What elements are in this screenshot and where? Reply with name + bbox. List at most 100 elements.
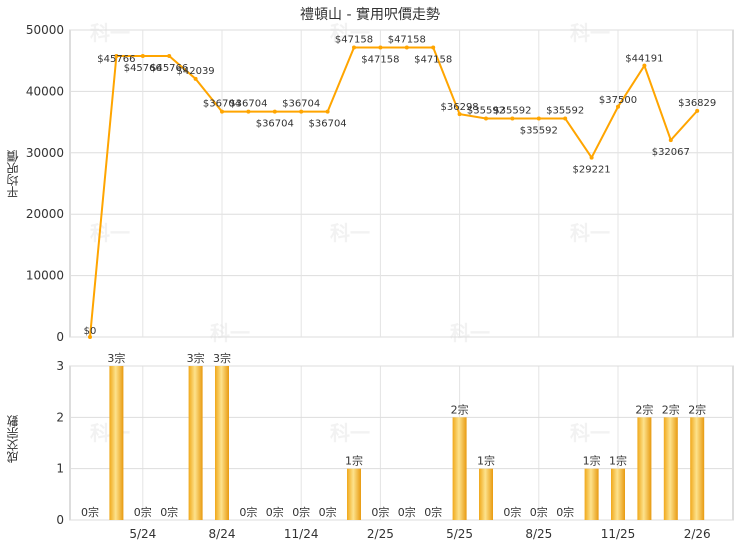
x-tick-label: 5/24 xyxy=(129,527,156,541)
bottom-y-tick-label: 3 xyxy=(56,359,64,373)
price-data-label: $35592 xyxy=(520,125,558,136)
watermark-text: 科一 xyxy=(450,321,490,345)
deal-count-bar xyxy=(109,366,124,520)
bottom-y-tick-label: 0 xyxy=(56,513,64,527)
price-data-label: $47158 xyxy=(388,34,426,45)
top-y-tick-label: 10000 xyxy=(26,269,64,283)
watermark-text: 科一 xyxy=(330,421,370,445)
price-data-point xyxy=(272,109,277,114)
watermark-text: 科一 xyxy=(90,21,130,45)
watermark-text: 科一 xyxy=(570,421,610,445)
price-data-label: $0 xyxy=(84,326,97,337)
price-data-point xyxy=(193,76,198,81)
deal-count-bar xyxy=(637,417,652,520)
deal-count-label: 3宗 xyxy=(213,351,231,365)
deal-count-bar xyxy=(584,468,599,520)
price-data-label: $29221 xyxy=(573,165,611,176)
price-data-label: $36704 xyxy=(229,99,267,110)
top-y-tick-label: 20000 xyxy=(26,207,64,221)
price-data-point xyxy=(114,53,119,58)
price-data-label: $35592 xyxy=(493,105,531,116)
price-data-point xyxy=(352,45,356,50)
price-data-point xyxy=(167,53,172,58)
top-plot-frame xyxy=(69,29,734,338)
deal-count-label: 0宗 xyxy=(503,505,521,519)
price-data-label: $42039 xyxy=(177,66,215,77)
watermark-text: 科一 xyxy=(570,21,610,45)
bottom-y-tick-label: 2 xyxy=(56,410,64,424)
deal-count-label: 1宗 xyxy=(477,454,495,468)
price-series-line xyxy=(89,46,698,338)
top-y-tick-label: 0 xyxy=(56,330,64,344)
deal-count-label: 0宗 xyxy=(292,505,310,519)
price-data-label: $45766 xyxy=(124,63,162,74)
price-data-point xyxy=(404,45,409,50)
x-tick-label: 5/25 xyxy=(446,527,473,541)
price-data-label: $35592 xyxy=(546,105,584,116)
price-data-label: $45766 xyxy=(150,63,188,74)
price-data-point xyxy=(220,109,224,114)
bottom-plot-frame xyxy=(69,365,734,521)
price-data-point xyxy=(563,116,568,121)
price-data-point xyxy=(642,63,647,68)
x-tick-label: 2/26 xyxy=(684,527,711,541)
deal-count-bar xyxy=(690,417,705,520)
price-data-label: $37500 xyxy=(599,95,637,106)
deal-count-label: 0宗 xyxy=(81,505,99,519)
deal-count-bar xyxy=(347,468,361,520)
price-data-label: $47158 xyxy=(361,54,399,65)
top-y-tick-label: 50000 xyxy=(26,23,64,37)
price-data-label: $36704 xyxy=(256,119,294,130)
price-data-point xyxy=(140,53,145,58)
deal-count-label: 0宗 xyxy=(424,505,442,519)
deal-count-label: 1宗 xyxy=(345,454,363,468)
deal-count-label: 0宗 xyxy=(239,505,257,519)
price-data-label: $47158 xyxy=(335,34,373,45)
deal-count-label: 3宗 xyxy=(107,351,125,365)
price-data-label: $45766 xyxy=(97,54,135,65)
deal-count-bar xyxy=(611,468,625,520)
price-data-label: $36704 xyxy=(203,99,241,110)
bottom-y-tick-label: 1 xyxy=(56,462,64,476)
price-data-point xyxy=(695,108,700,113)
deal-count-label: 1宗 xyxy=(583,454,601,468)
deal-count-bar xyxy=(215,366,229,520)
price-data-point xyxy=(325,109,330,114)
deal-count-bar xyxy=(188,366,203,520)
price-data-point xyxy=(668,138,673,143)
price-data-label: $36704 xyxy=(282,99,320,110)
deal-count-bar xyxy=(479,468,493,520)
price-data-point xyxy=(88,335,92,339)
top-y-tick-label: 30000 xyxy=(26,146,64,160)
price-data-label: $36704 xyxy=(309,119,347,130)
x-tick-label: 11/25 xyxy=(601,527,636,541)
deal-count-label: 0宗 xyxy=(266,505,284,519)
price-data-label: $44191 xyxy=(625,54,663,65)
watermark-text: 科一 xyxy=(210,321,250,345)
watermark-text: 科一 xyxy=(330,221,370,245)
deal-count-label: 0宗 xyxy=(319,505,337,519)
deal-count-label: 0宗 xyxy=(160,505,178,519)
price-data-point xyxy=(299,109,304,114)
deal-count-label: 0宗 xyxy=(371,505,389,519)
price-data-point xyxy=(589,155,594,160)
price-data-point xyxy=(484,116,488,121)
x-tick-label: 8/25 xyxy=(525,527,552,541)
deal-count-label: 2宗 xyxy=(688,402,706,416)
deal-count-label: 0宗 xyxy=(556,505,574,519)
price-data-point xyxy=(378,45,383,50)
deal-count-label: 2宗 xyxy=(451,402,469,416)
x-tick-label: 8/24 xyxy=(209,527,236,541)
deal-count-label: 1宗 xyxy=(609,454,627,468)
top-y-tick-label: 40000 xyxy=(26,84,64,98)
deal-count-bar xyxy=(452,417,467,520)
watermark-text: 科一 xyxy=(90,221,130,245)
price-data-label: $47158 xyxy=(414,54,452,65)
price-data-label: $36829 xyxy=(678,98,716,109)
deal-count-bar xyxy=(663,417,678,520)
deal-count-label: 0宗 xyxy=(530,505,548,519)
price-data-point xyxy=(431,45,436,50)
watermark-group: 科一科一科一科一科一科一科一科一科一科一科一 xyxy=(90,21,610,445)
price-data-point xyxy=(536,116,541,121)
